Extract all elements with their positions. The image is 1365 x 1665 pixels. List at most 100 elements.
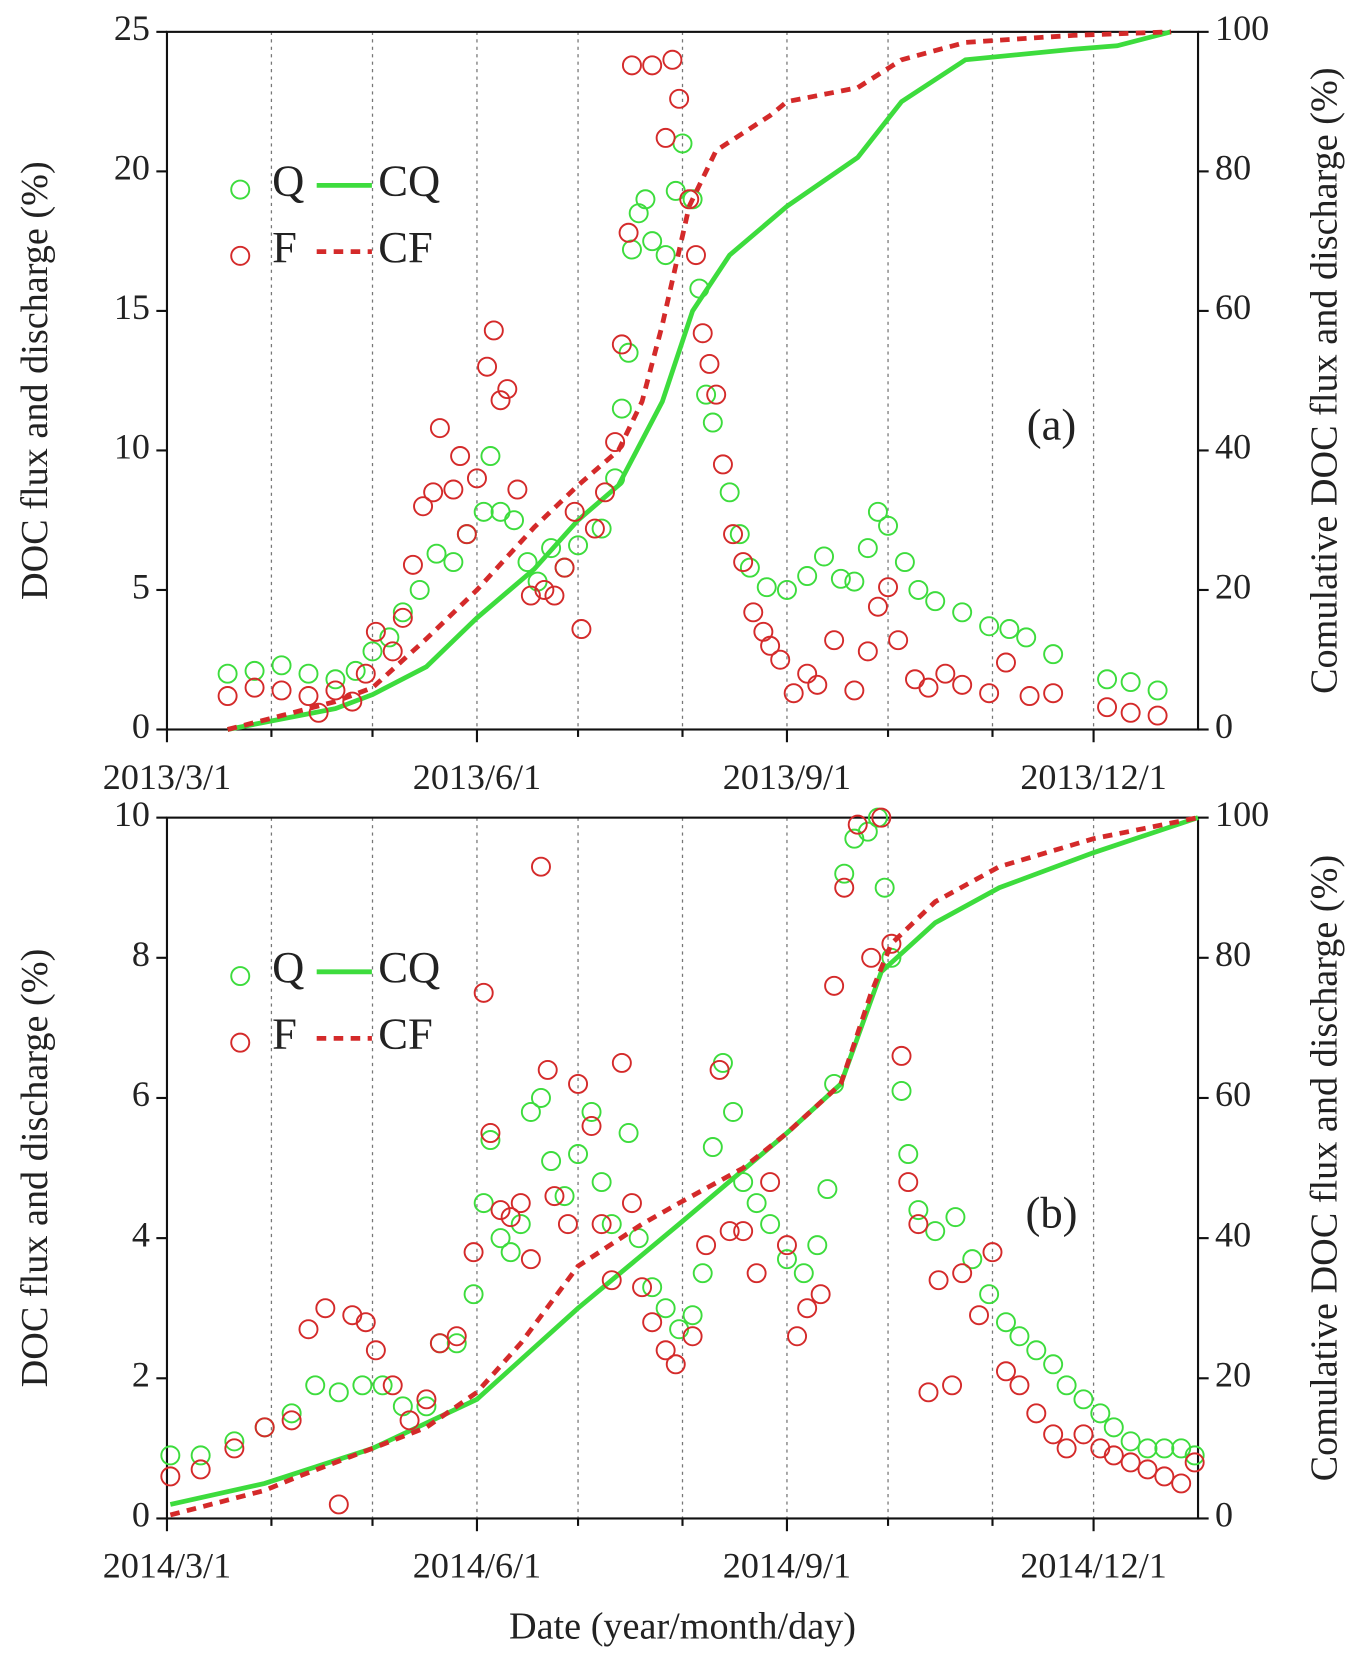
point-q [669,1319,690,1340]
point-q [682,1305,703,1326]
point-q [908,579,929,600]
point-q [416,1396,437,1417]
point-q [739,557,760,578]
point-q [874,877,895,898]
point-q [979,616,1000,637]
point-f [298,686,319,706]
y-tick-label: 25 [114,8,150,48]
point-q [857,538,878,559]
point-q [1016,627,1037,648]
point-f [1147,705,1168,726]
y-tick-label: 15 [114,287,150,327]
point-f [898,1172,919,1193]
point-q [1026,1340,1047,1361]
legend-label: F [272,1009,297,1059]
point-q [443,552,464,573]
point-f [160,1466,181,1487]
point-f [510,1193,531,1214]
point-f [1120,1452,1141,1473]
point-f [867,596,888,617]
point-f [952,1263,973,1284]
point-q [962,1249,983,1270]
point-f [662,49,683,70]
point-q [696,384,717,405]
point-q [446,1333,467,1354]
point-q [999,619,1020,640]
point-f [1137,1459,1158,1480]
point-q [392,1396,413,1417]
point-f [611,1052,632,1073]
y2-tick-label: 40 [1215,1214,1251,1254]
point-f [760,635,781,656]
point-f [642,1312,663,1333]
y-tick-label: 2 [132,1355,150,1395]
point-q [628,1228,649,1249]
point-f [621,1193,642,1214]
y-tick-label: 6 [132,1074,150,1114]
point-f [500,1207,521,1228]
point-q [891,1080,912,1101]
point-f [857,641,878,662]
point-f [642,55,663,76]
y2-tick-label: 60 [1215,1074,1251,1114]
point-f [355,1312,376,1333]
point-q [504,510,525,531]
y2-tick-label: 20 [1215,566,1251,606]
y-tick-label: 8 [132,934,150,974]
point-f [995,652,1016,673]
point-q [362,641,383,662]
point-q [793,1263,814,1284]
point-f [402,554,423,575]
point-f [770,649,791,670]
point-q [473,501,494,522]
y2-tick-label: 0 [1215,1495,1233,1535]
point-f [281,1410,302,1431]
point-q [463,1284,484,1305]
point-q [1171,1438,1192,1459]
point-f [399,1410,420,1431]
point-q [830,568,851,589]
point-f [935,663,956,684]
point-q [541,538,562,559]
y-tick-label: 0 [132,1495,150,1535]
point-f [271,680,292,701]
legend-label: CQ [378,156,440,206]
point-f [891,1045,912,1066]
point-q [702,1137,723,1158]
point-f [446,1326,467,1347]
point-f [416,1389,437,1410]
y-axis-label: DOC flux and discharge (%) [14,949,56,1388]
point-f [881,933,902,954]
y-tick-label: 5 [132,566,150,606]
point-q [729,524,750,545]
x-tick-label: 2014/6/1 [413,1546,541,1586]
legend-label: CF [378,1009,433,1059]
point-f [733,552,754,573]
point-f [591,1214,612,1235]
point-f [190,1459,211,1480]
legend-label: F [272,222,297,272]
point-f [328,1494,349,1515]
point-f [847,814,868,835]
point-q [952,602,973,623]
point-f [315,1298,336,1319]
point-q [244,660,265,681]
point-f [1019,686,1040,706]
point-f [655,127,676,148]
point-f [473,982,494,1003]
point-f [534,579,555,600]
point-q [618,1123,639,1143]
point-f [861,947,882,968]
point-q [857,821,878,842]
point-f [995,1361,1016,1382]
point-f [477,356,498,377]
y2-tick-label: 40 [1215,427,1251,467]
point-f [871,807,892,828]
line-cq [227,29,1172,732]
point-q [655,245,676,266]
x-tick-label: 2013/6/1 [413,757,541,797]
point-f [581,1116,602,1136]
point-q [867,501,888,522]
line-cf [169,815,1199,1518]
point-f [217,686,238,706]
